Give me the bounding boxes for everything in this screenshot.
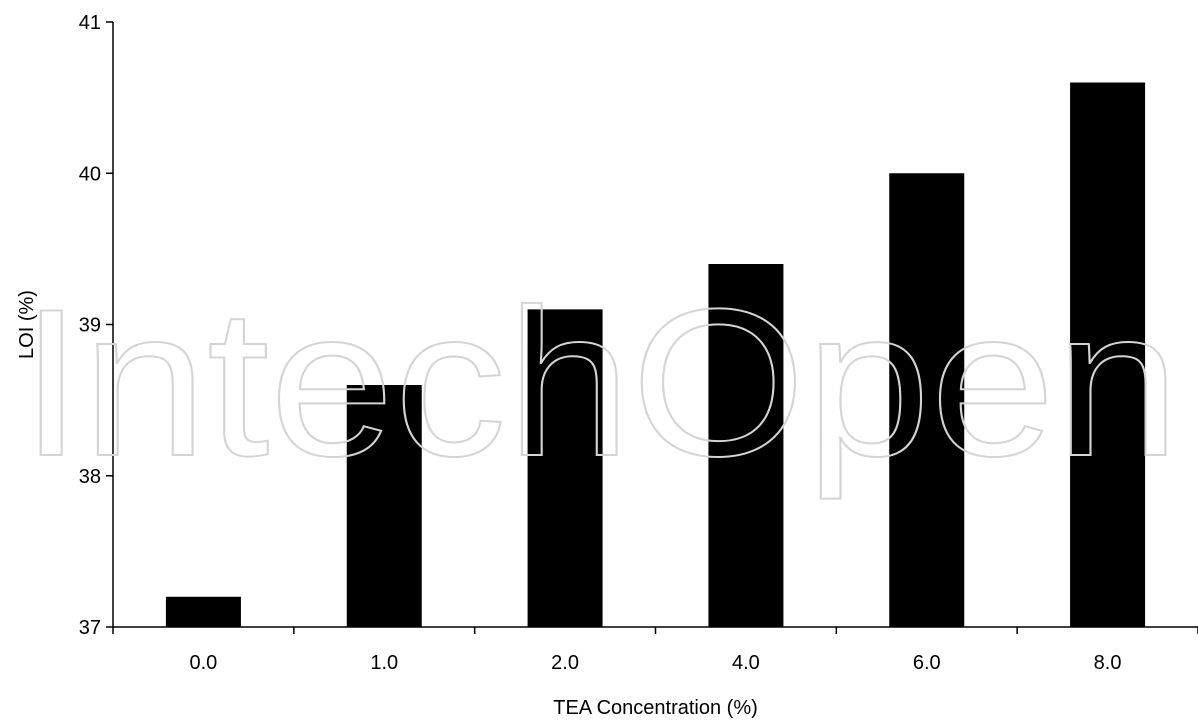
x-ticks-group: 0.0 1.0 2.0 4.0 6.0 8.0 <box>112 627 1198 674</box>
bar-1.0 <box>346 385 422 627</box>
x-axis-title: TEA Concentration (%) <box>553 697 758 719</box>
bar-0.0 <box>165 596 241 627</box>
x-tick-label: 1.0 <box>370 652 398 674</box>
y-axis-title: LOI (%) <box>16 290 38 359</box>
y-tick-label: 39 <box>79 315 101 337</box>
x-tick-label: 2.0 <box>551 652 579 674</box>
y-ticks-group: 37 38 39 40 41 <box>79 12 113 639</box>
x-tick-label: 0.0 <box>190 652 218 674</box>
bar-6.0 <box>889 173 965 627</box>
bar-4.0 <box>708 264 784 627</box>
y-tick-label: 41 <box>79 12 101 34</box>
y-tick-label: 40 <box>79 163 101 185</box>
x-tick-label: 8.0 <box>1094 652 1122 674</box>
y-tick-label: 37 <box>79 617 101 639</box>
bars-group <box>165 82 1146 627</box>
bar-2.0 <box>527 309 603 627</box>
x-tick-label: 6.0 <box>913 652 941 674</box>
axes-group <box>112 22 1198 628</box>
y-tick-label: 38 <box>79 466 101 488</box>
bar-8.0 <box>1070 82 1146 627</box>
x-tick-label: 4.0 <box>732 652 760 674</box>
